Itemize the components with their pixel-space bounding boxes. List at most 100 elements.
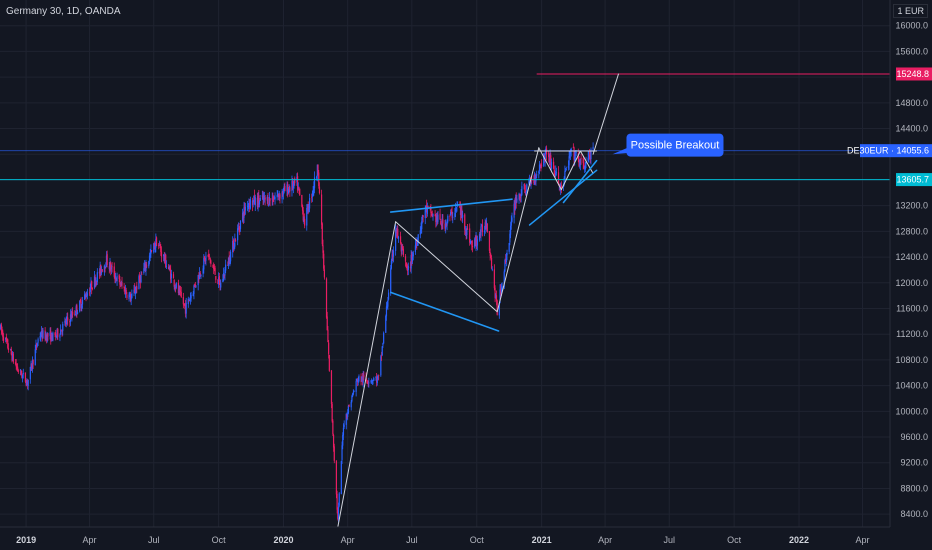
- candle-body: [337, 506, 340, 520]
- candle-body: [356, 379, 358, 381]
- candle-body: [400, 243, 402, 252]
- candle-body: [199, 273, 201, 276]
- y-tick-label: 10000.0: [895, 406, 928, 416]
- candle-body: [431, 213, 433, 217]
- candle-body: [143, 268, 145, 273]
- candle-body: [306, 204, 309, 210]
- candle-body: [55, 335, 58, 337]
- candle-body: [72, 311, 74, 315]
- candle-body: [261, 195, 263, 197]
- candle-body: [222, 278, 224, 283]
- candle-body: [81, 300, 84, 305]
- candle-body: [263, 196, 266, 198]
- candle-body: [378, 375, 380, 377]
- candle-body: [397, 229, 399, 238]
- candle-body: [5, 337, 7, 340]
- candle-body: [461, 209, 463, 217]
- price-tag-label-support: 13605.7: [896, 175, 929, 185]
- candle-body: [205, 255, 207, 261]
- candle-body: [116, 276, 118, 282]
- candle-body: [474, 239, 476, 247]
- candle-body: [455, 207, 457, 210]
- candle-body: [31, 359, 34, 370]
- x-tick-label: Jul: [148, 535, 160, 545]
- candle-body: [204, 258, 206, 262]
- candle-body: [108, 266, 110, 270]
- candle-body: [582, 157, 584, 164]
- candle-body: [6, 339, 8, 341]
- candle-body: [14, 362, 17, 365]
- candle-body: [553, 161, 555, 169]
- candle-body: [375, 377, 378, 383]
- candle-body: [494, 287, 496, 298]
- candle-body: [60, 329, 62, 335]
- candle-body: [258, 195, 260, 203]
- candle-body: [307, 204, 309, 211]
- candle-body: [74, 313, 76, 315]
- candle-body: [533, 179, 535, 183]
- candle-body: [525, 191, 527, 195]
- candle-body: [347, 405, 349, 414]
- candle-body: [353, 391, 355, 392]
- candle-body: [121, 282, 123, 286]
- candle-body: [15, 363, 17, 367]
- candle-body: [126, 294, 128, 298]
- candle-body: [440, 220, 442, 225]
- candle-body: [297, 176, 299, 191]
- candle-body: [565, 168, 567, 170]
- currency-button[interactable]: 1 EUR: [893, 4, 928, 18]
- symbol-title[interactable]: Germany 30, 1D, OANDA: [6, 6, 121, 17]
- candle-body: [479, 234, 481, 236]
- candle-body: [325, 278, 328, 318]
- candle-body: [228, 256, 230, 263]
- candle-body: [548, 152, 550, 158]
- candle-body: [327, 329, 329, 343]
- candle-body: [385, 306, 388, 317]
- candle-body: [241, 212, 244, 221]
- candle-body: [118, 275, 120, 279]
- candle-body: [326, 316, 328, 331]
- candle-body: [259, 197, 261, 201]
- trendlines[interactable]: [337, 73, 619, 528]
- candle-body: [232, 239, 235, 250]
- candle-body: [489, 251, 491, 256]
- candle-body: [105, 255, 108, 267]
- candle-body: [272, 197, 274, 203]
- candle-body: [430, 207, 432, 213]
- trendline-triangle-down: [538, 147, 562, 191]
- candle-body: [311, 196, 313, 198]
- candle-body: [464, 229, 467, 231]
- candle-body: [219, 282, 221, 288]
- candle-body: [62, 323, 64, 332]
- annotations[interactable]: Possible Breakout: [612, 133, 724, 157]
- candle-body: [124, 289, 127, 295]
- candle-body: [192, 293, 194, 297]
- candle-body: [425, 205, 427, 209]
- candle-body: [153, 242, 156, 250]
- candle-body: [135, 287, 137, 291]
- candle-body: [253, 195, 255, 201]
- candle-body: [368, 382, 370, 384]
- time-axis[interactable]: 2019 Apr Jul Oct 2020 Apr Jul Oct 2021 Apr Jul Oct 2…: [0, 526, 932, 550]
- candle-body: [424, 209, 426, 219]
- candle-body: [130, 297, 132, 301]
- candle-body: [179, 289, 181, 291]
- candle-body: [491, 268, 493, 270]
- candle-body: [194, 284, 196, 287]
- candle-body: [249, 199, 251, 209]
- candle-body: [79, 300, 81, 312]
- candle-body: [444, 223, 446, 229]
- candle-body: [366, 379, 368, 382]
- callout-box: [626, 133, 724, 157]
- candle-body: [436, 214, 438, 221]
- candle-body: [568, 156, 570, 166]
- candle-body: [203, 256, 206, 259]
- horizontal-levels[interactable]: [0, 73, 890, 181]
- candle-body: [277, 193, 280, 198]
- candle-body: [352, 392, 354, 395]
- price-axis[interactable]: 8400.0 8800.0 9200.0 9600.0 10000.0 10400.0 10…: [889, 0, 932, 550]
- candle-body: [148, 255, 151, 262]
- candle-body: [478, 233, 481, 240]
- y-tick-label: 8800.0: [900, 483, 928, 493]
